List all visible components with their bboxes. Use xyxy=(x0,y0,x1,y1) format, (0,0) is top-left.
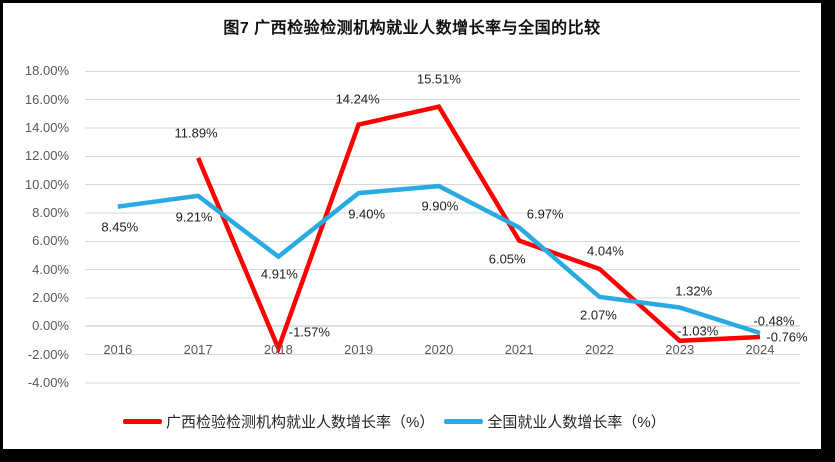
data-label-national: 9.21% xyxy=(175,209,213,225)
data-label-guangxi: -1.57% xyxy=(288,324,330,340)
data-label-guangxi: 14.24% xyxy=(335,91,380,107)
data-label-guangxi: 11.89% xyxy=(174,125,218,141)
data-label-guangxi: 15.51% xyxy=(416,71,461,87)
data-label-guangxi: 4.04% xyxy=(587,243,624,259)
data-label-national: 2.07% xyxy=(580,307,617,323)
legend-label-guangxi: 广西检验检测机构就业人数增长率（%） xyxy=(166,414,435,431)
y-axis-tick-label: 2.00% xyxy=(32,289,69,305)
y-axis-tick-label: 18.00% xyxy=(24,63,69,79)
x-axis-tick-label: 2018 xyxy=(263,342,293,357)
y-axis-tick-label: 4.00% xyxy=(32,261,69,277)
y-axis-tick-label: 16.00% xyxy=(24,91,69,107)
plot-area: 18.00% 16.00% 14.00% 12.00% 10.00% 8.00% 6.00%… xyxy=(3,3,821,449)
x-axis-tick-label: 2016 xyxy=(103,342,133,357)
data-label-national: 1.32% xyxy=(675,283,713,298)
y-axis-tick-label: -4.00% xyxy=(27,374,69,390)
data-label-guangxi: -1.03% xyxy=(677,323,719,339)
legend: 广西检验检测机构就业人数增长率（%） 全国就业人数增长率（%） xyxy=(123,411,666,432)
data-label-national: -0.48% xyxy=(753,313,795,329)
chart-title: 图7 广西检验检测机构就业人数增长率与全国的比较 xyxy=(223,20,601,37)
data-label-national: 9.40% xyxy=(348,206,386,222)
y-axis-tick-label: 6.00% xyxy=(32,233,69,249)
data-label-national: 8.45% xyxy=(101,219,139,235)
y-axis-tick-label: 0.00% xyxy=(32,318,69,334)
x-axis-tick-label: 2022 xyxy=(584,342,614,357)
legend-line-swatch-red xyxy=(123,419,162,424)
data-label-guangxi: -0.76% xyxy=(766,329,808,345)
data-label-national: 4.91% xyxy=(260,266,298,282)
x-axis-tick-label: 2024 xyxy=(745,342,775,357)
y-axis-tick-label: 8.00% xyxy=(32,204,69,220)
series-line-guangxi xyxy=(196,104,761,355)
legend-label-national: 全国就业人数增长率（%） xyxy=(487,414,666,431)
x-axis-tick-label: 2021 xyxy=(504,342,534,357)
x-axis-tick-label: 2020 xyxy=(424,342,454,357)
y-axis-tick-label: -2.00% xyxy=(27,346,69,362)
y-axis-tick-label: 14.00% xyxy=(24,120,69,136)
legend-item-national: 全国就业人数增长率（%） xyxy=(444,411,666,432)
legend-line-swatch-blue xyxy=(444,419,484,424)
data-label-national: 9.90% xyxy=(421,198,459,214)
y-axis-tick-label: 12.00% xyxy=(24,148,69,164)
x-axis-tick-label: 2017 xyxy=(183,342,213,357)
data-label-guangxi: 6.05% xyxy=(488,251,526,267)
y-axis-tick-label: 10.00% xyxy=(24,176,69,192)
x-axis-tick-label: 2019 xyxy=(344,342,374,357)
legend-item-guangxi: 广西检验检测机构就业人数增长率（%） xyxy=(123,411,434,432)
series-line-national xyxy=(117,183,761,336)
chart-svg xyxy=(85,70,800,384)
data-label-national: 6.97% xyxy=(526,206,564,222)
x-axis-tick-label: 2023 xyxy=(665,342,695,357)
